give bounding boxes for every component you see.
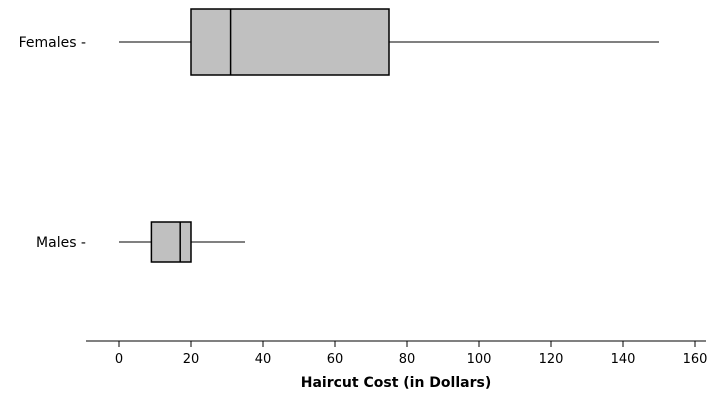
females-category-label: Females - bbox=[19, 35, 86, 51]
x-tick-label-60: 60 bbox=[327, 352, 344, 367]
x-axis: 0 20 40 60 80 100 120 140 160 bbox=[86, 340, 708, 367]
plot-area: Females - Males - bbox=[19, 8, 659, 263]
x-tick-label-100: 100 bbox=[467, 352, 492, 367]
x-tick-label-160: 160 bbox=[683, 352, 708, 367]
males-box bbox=[150, 221, 192, 263]
males-category-label: Males - bbox=[36, 235, 86, 251]
x-axis-title: Haircut Cost (in Dollars) bbox=[301, 375, 491, 391]
x-tick-label-140: 140 bbox=[611, 352, 636, 367]
x-tick-label-20: 20 bbox=[183, 352, 200, 367]
x-tick-label-120: 120 bbox=[539, 352, 564, 367]
x-tick-label-80: 80 bbox=[399, 352, 416, 367]
females-box bbox=[190, 8, 390, 76]
x-tick-label-0: 0 bbox=[115, 352, 123, 367]
x-tick-label-40: 40 bbox=[255, 352, 272, 367]
